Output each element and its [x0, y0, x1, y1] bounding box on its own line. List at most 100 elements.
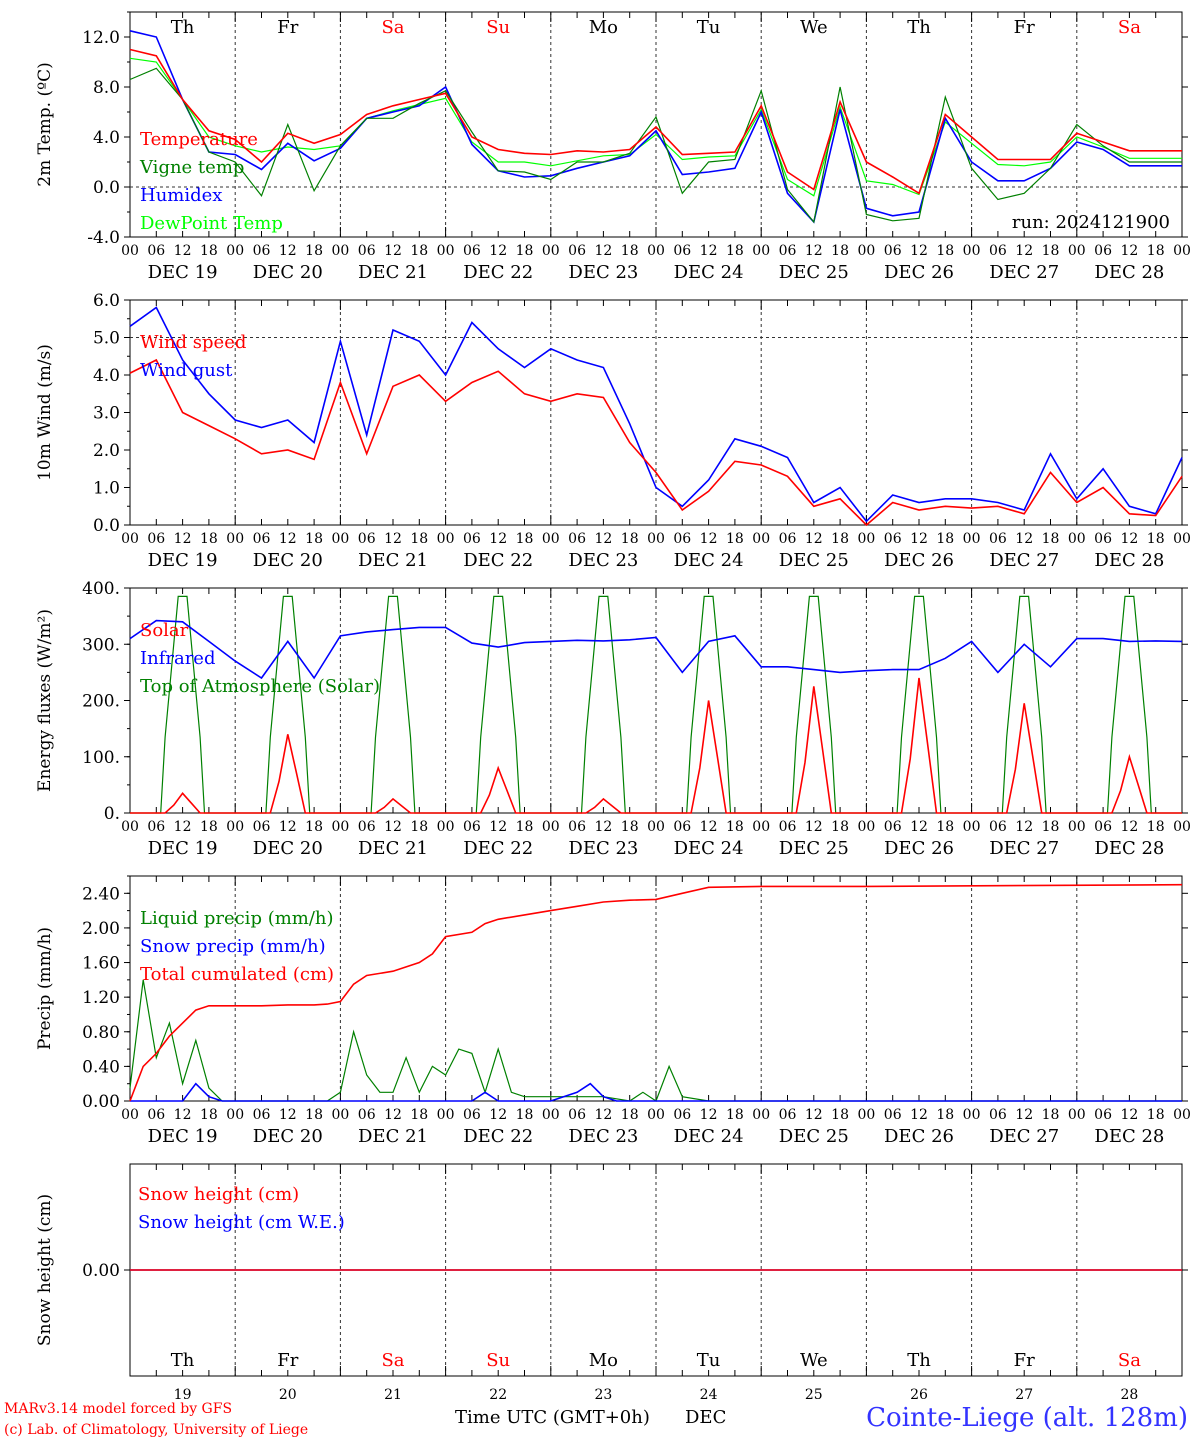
hour-label: 12: [1120, 1107, 1138, 1123]
hour-label: 00: [752, 819, 770, 835]
hour-label: 12: [1015, 531, 1033, 547]
hour-label: 12: [594, 243, 612, 259]
hour-label: 12: [594, 531, 612, 547]
y-tick-label: 0.: [104, 804, 120, 824]
hour-label: 00: [1068, 1107, 1086, 1123]
hour-label: 18: [410, 243, 428, 259]
date-label: DEC 22: [463, 838, 533, 859]
hour-label: 12: [1120, 819, 1138, 835]
hour-label: 06: [147, 531, 165, 547]
y-tick-label: 0.0: [93, 516, 120, 536]
y-tick-label: 0.80: [82, 1023, 120, 1043]
legend-entry: Liquid precip (mm/h): [140, 908, 334, 929]
day-abbr: Fr: [277, 17, 298, 38]
hour-label: 18: [516, 243, 534, 259]
hour-label: 00: [121, 243, 139, 259]
day-abbr-bottom: Tu: [697, 1350, 721, 1371]
hour-label: 06: [463, 819, 481, 835]
day-abbr: Sa: [381, 17, 404, 38]
legend-entry: Vigne temp: [139, 157, 244, 178]
series-line-snow: [130, 1082, 1182, 1102]
hour-label: 06: [568, 243, 586, 259]
hour-label: 18: [305, 819, 323, 835]
date-label: DEC 19: [148, 550, 218, 571]
hour-label: 06: [463, 243, 481, 259]
y-tick-label: 1.20: [82, 988, 120, 1008]
hour-label: 12: [489, 243, 507, 259]
day-number: 21: [384, 1387, 402, 1403]
hour-label: 12: [1015, 1107, 1033, 1123]
hour-label: 18: [726, 243, 744, 259]
day-abbr: Sa: [1118, 17, 1141, 38]
hour-label: 18: [726, 819, 744, 835]
panel-frame: [129, 299, 1183, 526]
hour-label: 18: [936, 819, 954, 835]
hour-label: 12: [279, 243, 297, 259]
hour-label: 18: [410, 531, 428, 547]
hour-label: 18: [410, 819, 428, 835]
hour-label: 06: [779, 531, 797, 547]
date-label: DEC 25: [779, 550, 849, 571]
day-number: 22: [489, 1387, 507, 1403]
hour-label: 00: [963, 1107, 981, 1123]
legend-entry: Snow height (cm): [138, 1184, 299, 1205]
hour-label: 00: [752, 1107, 770, 1123]
series-line-infrared: [129, 619, 1183, 680]
date-label: DEC 28: [1094, 550, 1164, 571]
hour-label: 00: [542, 243, 560, 259]
hour-label: 12: [1120, 243, 1138, 259]
date-label: DEC 23: [568, 550, 638, 571]
hour-label: 00: [331, 819, 349, 835]
y-tick-label: 0.00: [82, 1261, 120, 1281]
panel-frame: [129, 587, 1183, 814]
date-label: DEC 25: [779, 838, 849, 859]
day-abbr: Th: [907, 17, 931, 38]
date-label: DEC 24: [674, 838, 744, 859]
hour-label: 12: [174, 531, 192, 547]
credit-line-1: MARv3.14 model forced by GFS: [4, 1401, 232, 1417]
y-tick-label: 2.40: [82, 884, 120, 904]
hour-label: 06: [1094, 531, 1112, 547]
hour-label: 06: [1094, 819, 1112, 835]
date-label: DEC 20: [253, 550, 323, 571]
x-axis-month: DEC: [685, 1407, 726, 1428]
hour-label: 06: [147, 819, 165, 835]
hour-label: 00: [1173, 1107, 1191, 1123]
station-name: Cointe-Liege (alt. 128m): [866, 1403, 1188, 1433]
hour-label: 06: [358, 243, 376, 259]
hour-label: 12: [910, 819, 928, 835]
hour-label: 06: [253, 243, 271, 259]
hour-label: 06: [989, 819, 1007, 835]
date-label: DEC 24: [674, 550, 744, 571]
hour-label: 18: [1147, 819, 1165, 835]
hour-label: 18: [410, 1107, 428, 1123]
date-label: DEC 20: [253, 838, 323, 859]
hour-label: 00: [647, 819, 665, 835]
hour-label: 18: [1042, 531, 1060, 547]
hour-label: 18: [621, 531, 639, 547]
hour-label: 06: [463, 1107, 481, 1123]
hour-label: 12: [1015, 243, 1033, 259]
hour-label: 00: [1173, 819, 1191, 835]
hour-label: 06: [989, 243, 1007, 259]
y-axis-title: 2m Temp. (ºC): [35, 62, 55, 187]
legend-entry: Humidex: [140, 185, 222, 206]
legend-entry: Snow precip (mm/h): [140, 936, 326, 957]
panel-1: [124, 11, 1188, 238]
series-line-humidex: [129, 30, 1182, 224]
hour-label: 12: [279, 531, 297, 547]
x-axis-title: Time UTC (GMT+0h): [455, 1407, 650, 1428]
day-abbr-bottom: Th: [171, 1350, 195, 1371]
hour-label: 00: [226, 243, 244, 259]
legend-entry: Wind gust: [140, 360, 233, 381]
date-label: DEC 27: [989, 838, 1059, 859]
hour-label: 00: [437, 819, 455, 835]
day-abbr-bottom: Fr: [1014, 1350, 1035, 1371]
hour-label: 06: [673, 243, 691, 259]
date-label: DEC 23: [568, 1126, 638, 1147]
date-label: DEC 21: [358, 550, 428, 571]
hour-label: 00: [121, 531, 139, 547]
hour-label: 06: [673, 1107, 691, 1123]
hour-label: 06: [463, 531, 481, 547]
hour-label: 12: [489, 531, 507, 547]
